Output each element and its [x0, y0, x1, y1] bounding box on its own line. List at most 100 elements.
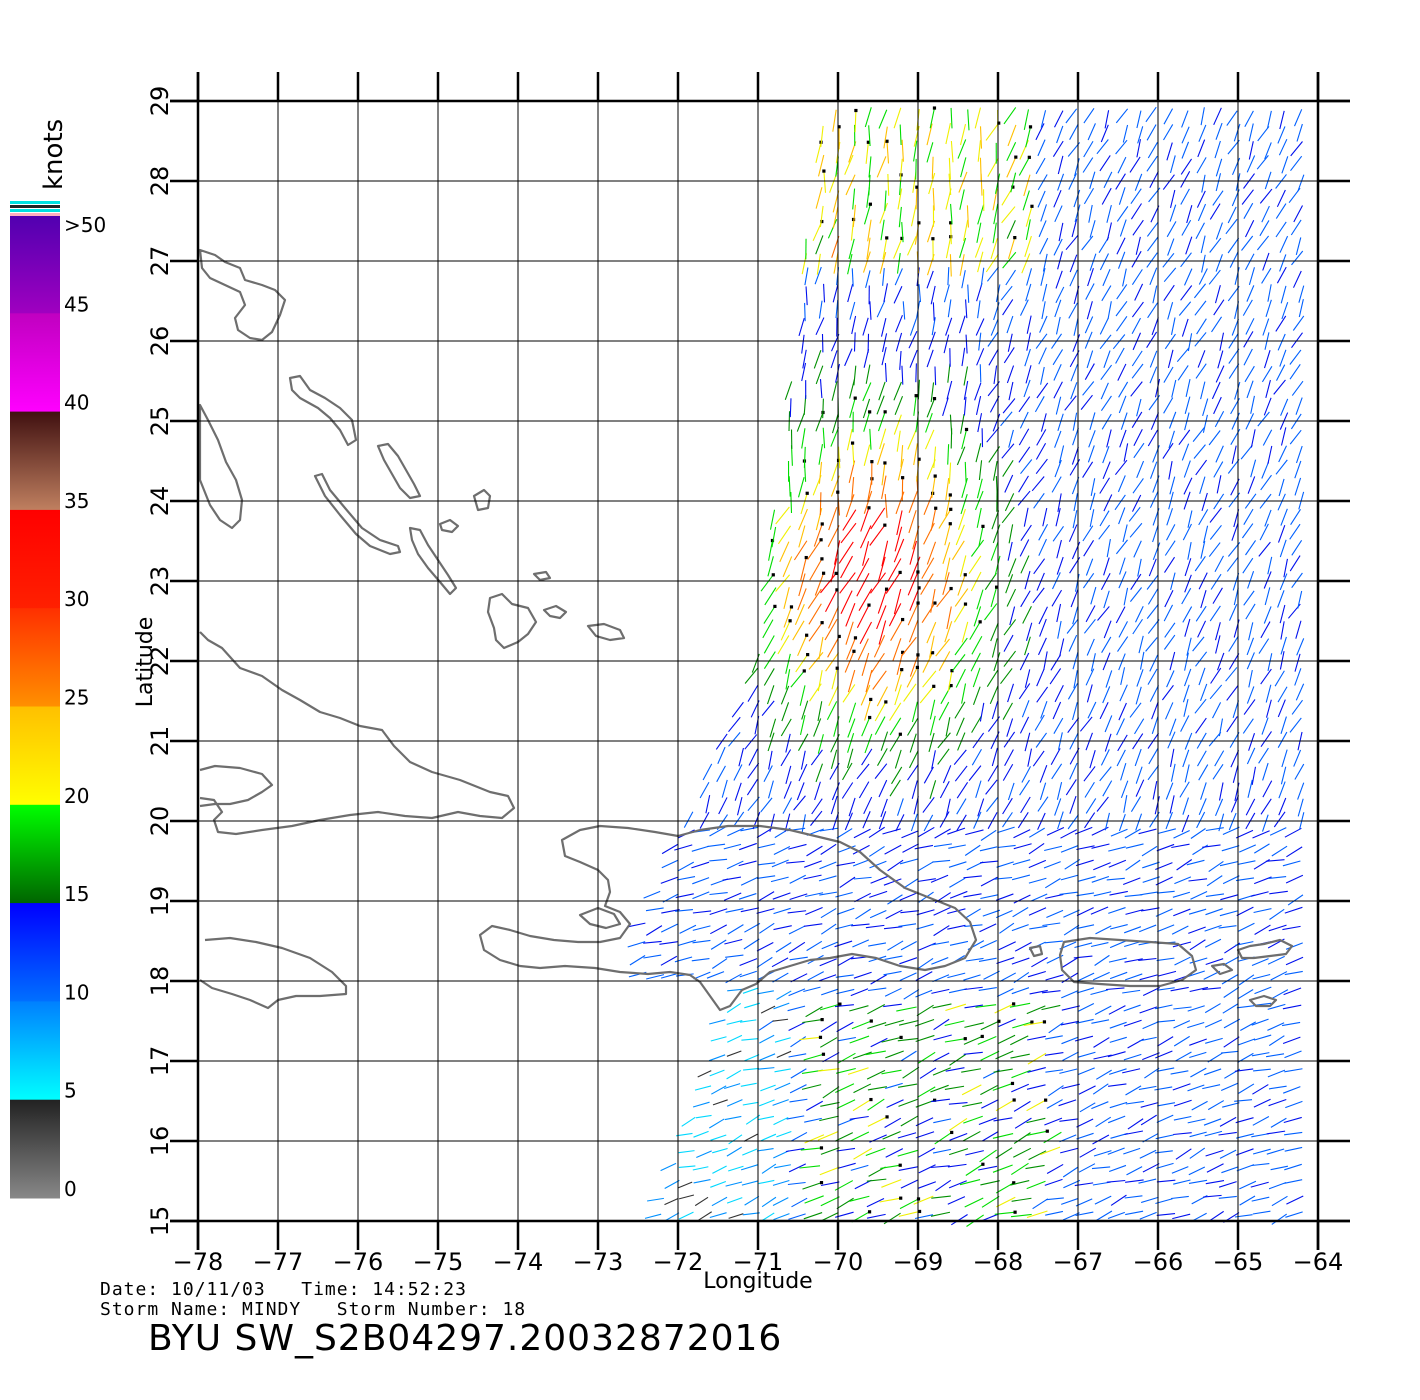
wind-vector [1061, 990, 1079, 999]
wind-vector [1248, 267, 1255, 286]
wind-vector [896, 1006, 917, 1012]
wind-vector [1004, 474, 1014, 493]
wind-vector [1041, 990, 1061, 994]
wind-vector [664, 1197, 679, 1206]
wind-vector [1003, 107, 1017, 125]
wind-vector [664, 1212, 680, 1222]
wind-vector [913, 395, 917, 416]
wind-vector [1037, 190, 1046, 208]
rain-flag-dot [917, 586, 921, 590]
wind-vector [818, 875, 837, 882]
wind-vector [932, 1003, 952, 1009]
rain-flag-dot [869, 697, 873, 702]
wind-vector [801, 428, 806, 449]
wind-vector [629, 955, 646, 966]
wind-vector [1080, 394, 1093, 410]
wind-vector [1091, 1019, 1110, 1024]
wind-vector [819, 861, 837, 870]
wind-vector [1110, 924, 1128, 930]
wind-vector [1011, 1083, 1029, 1093]
wind-vector [722, 876, 742, 881]
wind-vector [819, 891, 838, 896]
wind-vector [1250, 395, 1255, 414]
wind-vector [733, 811, 745, 827]
wind-vector [744, 922, 761, 933]
wind-vector [1032, 587, 1045, 604]
wind-vector [930, 508, 937, 531]
wind-vector [771, 859, 789, 868]
wind-vector [1076, 907, 1094, 917]
wind-vector [1157, 987, 1175, 991]
wind-vector [884, 1117, 902, 1128]
wind-vector [1054, 459, 1062, 478]
wind-vector [880, 219, 885, 241]
wind-vector [959, 254, 965, 276]
wind-vector [960, 414, 965, 434]
wind-vector [1173, 908, 1191, 917]
wind-vector [831, 668, 838, 690]
wind-vector [815, 365, 824, 385]
wind-vector [1221, 974, 1238, 985]
wind-vector [1215, 173, 1222, 192]
wind-vector [1138, 957, 1157, 961]
wind-vector [1268, 1098, 1287, 1107]
wind-vector [917, 958, 934, 970]
wind-vector [1028, 842, 1045, 855]
wind-vector [893, 414, 902, 435]
wind-vector [978, 526, 984, 547]
axis-tick-labels: −78 −77 −76 −75 −74 −73 −72 −71 −70 −69 −68 −67 −66−… [146, 86, 1343, 1276]
wind-vector [995, 476, 998, 496]
wind-vector [1073, 493, 1078, 512]
wind-vector [837, 1052, 856, 1064]
wind-vector [1110, 1194, 1127, 1206]
wind-vector [808, 622, 823, 642]
wind-vector [945, 236, 952, 259]
wind-vector [822, 427, 826, 449]
wind-vector [923, 493, 934, 516]
wind-vector [908, 510, 917, 534]
wind-vector [1198, 667, 1206, 686]
wind-vector [1236, 1164, 1255, 1172]
wind-vector [860, 684, 871, 706]
wind-vector [1115, 347, 1125, 364]
wind-vector [1118, 381, 1129, 398]
wind-vector [931, 317, 936, 336]
wind-vector [1138, 1178, 1157, 1184]
wind-vector [1189, 957, 1208, 964]
rain-flag-dot [980, 1034, 984, 1039]
wind-vector [1245, 540, 1257, 556]
wind-vector [867, 1004, 886, 1015]
wind-vector [1195, 459, 1208, 476]
wind-vector [1131, 317, 1141, 335]
wind-vector [1156, 1162, 1174, 1169]
wind-vector [849, 1005, 869, 1012]
wind-vector [1093, 891, 1112, 897]
wind-vector [885, 909, 903, 920]
wind-vector [880, 1164, 901, 1169]
wind-vector [788, 1163, 807, 1173]
wind-vector [989, 685, 999, 705]
wind-vector [1093, 1037, 1110, 1048]
wind-vector [924, 429, 935, 450]
wind-vector [1038, 606, 1048, 625]
wind-vector [992, 1164, 1013, 1173]
wind-vector [922, 652, 934, 673]
wind-vector [1273, 811, 1286, 828]
wind-vector [1263, 350, 1271, 369]
wind-vector [852, 859, 871, 867]
wind-vector [1213, 461, 1224, 478]
wind-vector [1202, 414, 1208, 433]
wind-vector [1156, 957, 1175, 962]
wind-vector [1147, 302, 1158, 319]
wind-vector [1264, 171, 1272, 190]
wind-vector [862, 382, 872, 402]
wind-vector [797, 588, 807, 611]
wind-vector [894, 268, 903, 286]
wind-vector [922, 796, 935, 813]
wind-vector [1020, 796, 1031, 814]
wind-vector [1090, 989, 1109, 996]
wind-vector [775, 942, 792, 953]
wind-vector [1099, 766, 1112, 782]
coast-mona [1028, 944, 1044, 958]
wind-vector [942, 765, 952, 784]
